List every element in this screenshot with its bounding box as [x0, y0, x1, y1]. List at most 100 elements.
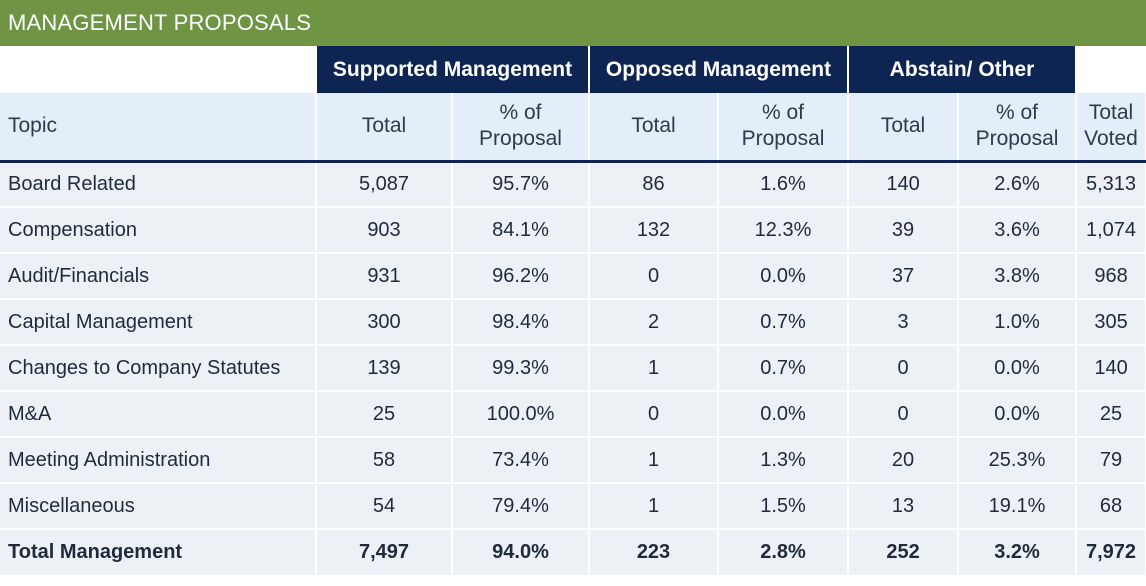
col-header-supported-total: Total: [316, 93, 453, 163]
cell-total-voted: 305: [1076, 299, 1146, 346]
cell-opposed-total: 86: [589, 161, 719, 208]
cell-opposed-pct: 0.0%: [718, 253, 850, 300]
cell-supported-pct: 95.7%: [452, 161, 590, 208]
group-opposed-management: Opposed Management: [587, 46, 850, 93]
table-row: M&A 25 100.0% 0 0.0% 0 0.0% 25: [0, 391, 1146, 438]
cell-opposed-pct: 2.8%: [718, 528, 850, 575]
col-header-topic: Topic: [0, 93, 317, 163]
cell-supported-total: 300: [316, 299, 453, 346]
cell-opposed-total: 1: [589, 483, 719, 530]
col-header-opposed-pct: % of Proposal: [718, 93, 850, 163]
total-row: Total Management 7,497 94.0% 223 2.8% 25…: [0, 528, 1146, 575]
cell-opposed-total: 132: [589, 207, 719, 254]
table-row: Changes to Company Statutes 139 99.3% 1 …: [0, 345, 1146, 392]
col-header-supported-pct: % of Proposal: [452, 93, 590, 163]
management-proposals-table: Supported Management Opposed Management …: [0, 46, 1146, 575]
group-spacer: [0, 46, 316, 93]
cell-topic: Capital Management: [0, 299, 317, 346]
cell-supported-pct: 73.4%: [452, 437, 590, 484]
page-title: MANAGEMENT PROPOSALS: [0, 0, 1146, 46]
cell-abstain-total: 252: [848, 528, 960, 575]
cell-supported-pct: 99.3%: [452, 345, 590, 392]
header-line: Proposal: [741, 127, 825, 151]
cell-topic: Compensation: [0, 207, 317, 254]
cell-total-voted: 68: [1076, 483, 1146, 530]
cell-topic: Audit/Financials: [0, 253, 317, 300]
header-line: % of: [996, 101, 1039, 124]
cell-opposed-total: 1: [589, 437, 719, 484]
cell-opposed-total: 1: [589, 345, 719, 392]
cell-abstain-pct: 3.6%: [958, 207, 1078, 254]
table-row: Miscellaneous 54 79.4% 1 1.5% 13 19.1% 6…: [0, 483, 1146, 530]
cell-abstain-pct: 25.3%: [958, 437, 1078, 484]
header-line: Proposal: [479, 127, 562, 151]
cell-supported-total: 139: [316, 345, 453, 392]
cell-supported-total: 54: [316, 483, 453, 530]
cell-supported-total: 25: [316, 391, 453, 438]
header-line: Proposal: [975, 127, 1059, 151]
cell-total-voted: 25: [1076, 391, 1146, 438]
cell-abstain-pct: 3.2%: [958, 528, 1078, 575]
group-abstain-other: Abstain/ Other: [847, 46, 1078, 93]
cell-topic: Meeting Administration: [0, 437, 317, 484]
cell-abstain-total: 20: [848, 437, 960, 484]
cell-total-voted: 79: [1076, 437, 1146, 484]
cell-abstain-total: 0: [848, 391, 960, 438]
cell-total-voted: 968: [1076, 253, 1146, 300]
cell-opposed-pct: 12.3%: [718, 207, 850, 254]
col-header-total-voted: Total Voted: [1076, 93, 1146, 163]
cell-opposed-pct: 1.5%: [718, 483, 850, 530]
cell-opposed-total: 0: [589, 391, 719, 438]
cell-opposed-total: 223: [589, 528, 719, 575]
cell-topic: Changes to Company Statutes: [0, 345, 317, 392]
cell-opposed-pct: 0.0%: [718, 391, 850, 438]
header-line: Total: [1088, 101, 1134, 124]
cell-abstain-total: 3: [848, 299, 960, 346]
cell-abstain-total: 39: [848, 207, 960, 254]
cell-supported-total: 58: [316, 437, 453, 484]
group-spacer: [1076, 46, 1146, 93]
cell-opposed-pct: 0.7%: [718, 345, 850, 392]
cell-abstain-pct: 19.1%: [958, 483, 1078, 530]
cell-total-voted: 1,074: [1076, 207, 1146, 254]
group-supported-management: Supported Management: [315, 46, 590, 93]
cell-opposed-total: 2: [589, 299, 719, 346]
cell-abstain-total: 13: [848, 483, 960, 530]
cell-opposed-pct: 1.6%: [718, 161, 850, 208]
cell-abstain-total: 140: [848, 161, 960, 208]
cell-supported-pct: 98.4%: [452, 299, 590, 346]
table-row: Audit/Financials 931 96.2% 0 0.0% 37 3.8…: [0, 253, 1146, 300]
cell-supported-total: 7,497: [316, 528, 453, 575]
cell-supported-pct: 100.0%: [452, 391, 590, 438]
cell-supported-total: 903: [316, 207, 453, 254]
cell-opposed-pct: 1.3%: [718, 437, 850, 484]
table-row: Board Related 5,087 95.7% 86 1.6% 140 2.…: [0, 161, 1146, 208]
cell-abstain-total: 0: [848, 345, 960, 392]
cell-supported-pct: 84.1%: [452, 207, 590, 254]
cell-supported-total: 5,087: [316, 161, 453, 208]
column-header-row: Topic Total % of Proposal Total % of Propo…: [0, 93, 1146, 163]
cell-supported-total: 931: [316, 253, 453, 300]
cell-total-voted: 140: [1076, 345, 1146, 392]
table-row: Compensation 903 84.1% 132 12.3% 39 3.6%…: [0, 207, 1146, 254]
cell-opposed-pct: 0.7%: [718, 299, 850, 346]
cell-topic: Miscellaneous: [0, 483, 317, 530]
header-line: % of: [499, 101, 542, 124]
group-header-row: Supported Management Opposed Management …: [0, 46, 1146, 93]
col-header-abstain-total: Total: [848, 93, 960, 163]
cell-abstain-pct: 0.0%: [958, 345, 1078, 392]
col-header-abstain-pct: % of Proposal: [958, 93, 1078, 163]
cell-supported-pct: 96.2%: [452, 253, 590, 300]
cell-topic: Total Management: [0, 528, 317, 575]
cell-supported-pct: 94.0%: [452, 528, 590, 575]
header-line: % of: [761, 101, 805, 124]
col-header-opposed-total: Total: [589, 93, 719, 163]
table-row: Capital Management 300 98.4% 2 0.7% 3 1.…: [0, 299, 1146, 346]
cell-total-voted: 7,972: [1076, 528, 1146, 575]
cell-abstain-pct: 2.6%: [958, 161, 1078, 208]
cell-abstain-pct: 0.0%: [958, 391, 1078, 438]
cell-opposed-total: 0: [589, 253, 719, 300]
cell-supported-pct: 79.4%: [452, 483, 590, 530]
cell-abstain-pct: 1.0%: [958, 299, 1078, 346]
table-row: Meeting Administration 58 73.4% 1 1.3% 2…: [0, 437, 1146, 484]
